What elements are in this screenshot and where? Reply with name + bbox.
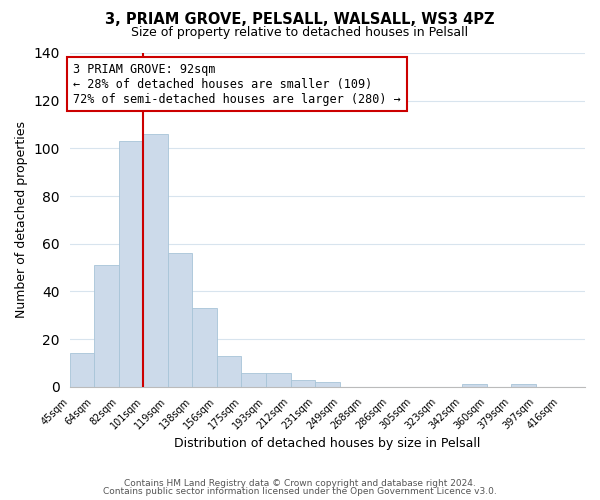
Bar: [241, 372, 266, 387]
Bar: [511, 384, 536, 387]
Bar: [290, 380, 315, 387]
Bar: [70, 354, 94, 387]
Bar: [143, 134, 168, 387]
Bar: [119, 141, 143, 387]
Text: 3, PRIAM GROVE, PELSALL, WALSALL, WS3 4PZ: 3, PRIAM GROVE, PELSALL, WALSALL, WS3 4P…: [105, 12, 495, 28]
Bar: [94, 265, 119, 387]
Bar: [266, 372, 290, 387]
X-axis label: Distribution of detached houses by size in Pelsall: Distribution of detached houses by size …: [174, 437, 481, 450]
Text: 3 PRIAM GROVE: 92sqm
← 28% of detached houses are smaller (109)
72% of semi-deta: 3 PRIAM GROVE: 92sqm ← 28% of detached h…: [73, 62, 401, 106]
Bar: [168, 254, 193, 387]
Text: Contains HM Land Registry data © Crown copyright and database right 2024.: Contains HM Land Registry data © Crown c…: [124, 478, 476, 488]
Text: Size of property relative to detached houses in Pelsall: Size of property relative to detached ho…: [131, 26, 469, 39]
Y-axis label: Number of detached properties: Number of detached properties: [15, 122, 28, 318]
Bar: [217, 356, 241, 387]
Bar: [315, 382, 340, 387]
Text: Contains public sector information licensed under the Open Government Licence v3: Contains public sector information licen…: [103, 487, 497, 496]
Bar: [462, 384, 487, 387]
Bar: [193, 308, 217, 387]
